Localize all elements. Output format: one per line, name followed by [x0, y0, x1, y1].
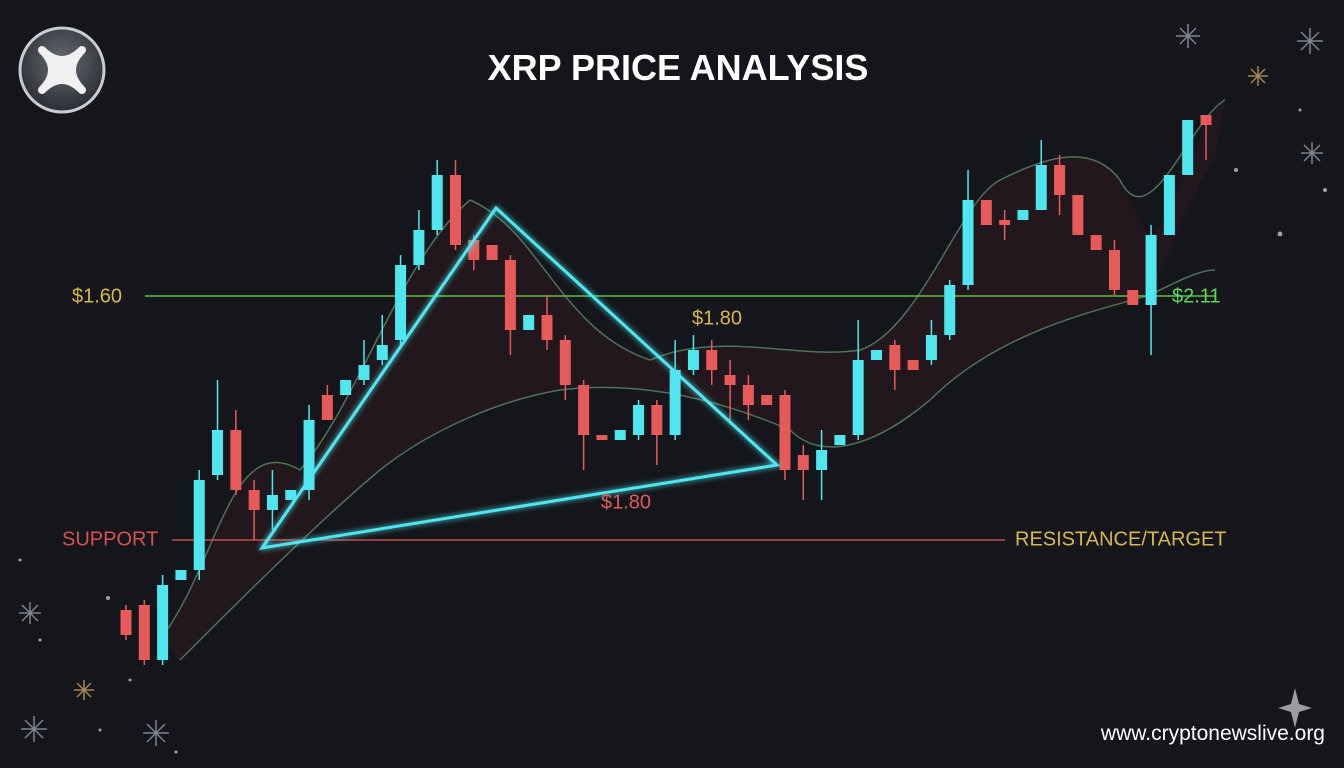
- logo-mark: [38, 46, 86, 94]
- candle-body: [504, 260, 516, 330]
- candle-body: [596, 435, 608, 440]
- candle-body: [724, 375, 736, 385]
- candle-body: [1090, 235, 1102, 250]
- candle-body: [523, 315, 535, 330]
- candle-body: [120, 610, 132, 635]
- annotation: SUPPORT: [62, 528, 158, 550]
- candle-body: [486, 245, 498, 260]
- candle-body: [633, 405, 645, 435]
- candle-body: [248, 490, 260, 510]
- candle-body: [376, 345, 388, 360]
- candle-body: [871, 350, 883, 360]
- candle-body: [303, 420, 315, 490]
- candle-body: [1182, 120, 1194, 175]
- candle-body: [138, 605, 150, 660]
- candle-body: [614, 430, 626, 440]
- candle-body: [852, 360, 864, 435]
- candle-body: [742, 385, 754, 405]
- candle-body: [559, 340, 571, 385]
- band-lower: [179, 269, 1216, 661]
- candle-body: [651, 405, 663, 435]
- candles: [120, 115, 1212, 665]
- gold-flakes: [74, 66, 1268, 700]
- candle-body: [230, 430, 242, 490]
- candle-body: [816, 450, 828, 470]
- candle-body: [999, 220, 1011, 225]
- annotation: $1.80: [692, 307, 742, 329]
- candle-body: [193, 480, 205, 570]
- candle-body: [1108, 250, 1120, 290]
- candle-body: [761, 395, 773, 405]
- candle-body: [266, 495, 278, 510]
- annotation: $1.60: [72, 285, 122, 307]
- candle-body: [413, 230, 425, 265]
- candle-body: [907, 360, 919, 370]
- candle-body: [395, 265, 407, 340]
- candle-body: [449, 175, 461, 245]
- candle-body: [779, 395, 791, 470]
- candle-body: [358, 365, 370, 380]
- candle-body: [797, 455, 809, 470]
- candle-body: [1054, 165, 1066, 195]
- source: www.cryptonewslive.org: [1100, 722, 1325, 745]
- candle-body: [1035, 165, 1047, 210]
- candle-body: [468, 240, 480, 260]
- chart-title: XRP PRICE ANALYSIS: [488, 47, 869, 88]
- annotation: RESISTANCE/TARGET: [1015, 528, 1227, 550]
- snowflakes: [19, 24, 1323, 746]
- candle-body: [1127, 290, 1139, 305]
- band-fill: [160, 100, 1225, 660]
- candle-body: [944, 285, 956, 335]
- candle-body: [1145, 235, 1157, 305]
- candle-body: [321, 395, 333, 420]
- candle-body: [1072, 195, 1084, 235]
- candle-body: [212, 430, 224, 475]
- candle-body: [541, 315, 553, 340]
- candle-body: [962, 200, 974, 285]
- candle-body: [1200, 115, 1212, 125]
- candle-body: [669, 370, 681, 435]
- decor-dots: [18, 108, 1327, 754]
- candle-body: [431, 175, 443, 230]
- candle-body: [175, 570, 187, 580]
- annotation: $1.80: [601, 491, 651, 513]
- candle-body: [578, 385, 590, 435]
- annotation: $2.11: [1172, 285, 1221, 307]
- candle-body: [687, 350, 699, 370]
- candle-body: [980, 200, 992, 225]
- sparkle: [1278, 688, 1312, 728]
- candle-body: [925, 335, 937, 360]
- candle-body: [889, 345, 901, 370]
- candle-body: [340, 380, 352, 395]
- candle-body: [157, 585, 169, 660]
- candle-body: [834, 435, 846, 445]
- triangle-pattern: [258, 205, 781, 551]
- candle-body: [706, 350, 718, 370]
- candle-body: [285, 490, 297, 500]
- candle-body: [1163, 175, 1175, 235]
- candle-body: [1017, 210, 1029, 220]
